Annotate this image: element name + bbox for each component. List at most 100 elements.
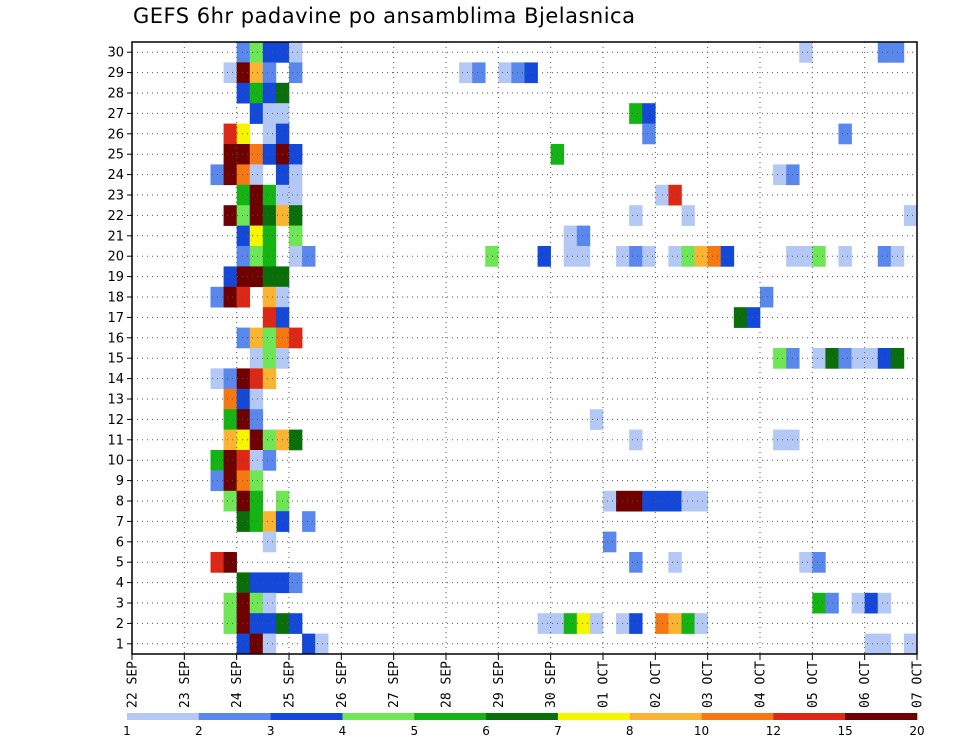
heatmap-cell xyxy=(249,633,264,655)
heatmap-cell xyxy=(249,470,264,492)
heatmap-cell xyxy=(289,184,303,206)
heatmap-cell xyxy=(302,511,316,532)
heatmap-cell xyxy=(223,368,237,390)
heatmap-cell xyxy=(903,205,918,226)
y-tick-label: 4 xyxy=(116,576,124,591)
y-tick-label: 5 xyxy=(116,556,124,571)
y-tick-label: 28 xyxy=(107,87,124,102)
heatmap-cell xyxy=(289,613,303,634)
x-tick-label: 29 SEP xyxy=(492,661,507,708)
heatmap-cell xyxy=(563,225,578,247)
y-tick-label: 16 xyxy=(107,331,124,346)
heatmap-cell xyxy=(236,184,251,206)
colorbar-label: 5 xyxy=(410,724,418,738)
heatmap-cell xyxy=(249,103,264,124)
heatmap-cell xyxy=(236,266,251,288)
heatmap-cell xyxy=(223,62,237,84)
heatmap-cell xyxy=(302,633,316,655)
heatmap-cell xyxy=(668,613,682,634)
heatmap-cell xyxy=(812,592,826,614)
heatmap-cell xyxy=(289,164,303,186)
heatmap-cell xyxy=(642,490,656,512)
heatmap-cell xyxy=(262,511,277,532)
x-tick-label: 07 OCT xyxy=(911,661,926,708)
heatmap-cell xyxy=(733,307,748,328)
heatmap-cell xyxy=(576,613,591,634)
heatmap-cell xyxy=(576,246,591,267)
colorbar-segment xyxy=(629,713,702,720)
heatmap-cell xyxy=(249,490,264,512)
heatmap-cell xyxy=(223,490,237,512)
heatmap-cell xyxy=(864,633,879,655)
heatmap-cell xyxy=(524,62,538,84)
heatmap-cell xyxy=(249,409,264,430)
colorbar-label: 8 xyxy=(626,724,634,738)
heatmap-cell xyxy=(223,388,237,410)
heatmap-cell xyxy=(223,470,237,492)
heatmap-cell xyxy=(249,348,264,369)
y-tick-label: 19 xyxy=(107,270,124,285)
y-tick-label: 1 xyxy=(116,637,124,652)
heatmap-cell xyxy=(223,450,237,471)
heatmap-cell xyxy=(262,368,277,390)
heatmap-cell xyxy=(262,144,277,165)
heatmap-cell xyxy=(799,246,813,267)
heatmap-cell xyxy=(262,62,277,84)
heatmap-cell xyxy=(694,246,708,267)
heatmap-cell xyxy=(236,225,251,247)
heatmap-cell xyxy=(773,348,787,369)
y-tick-label: 14 xyxy=(107,372,124,387)
heatmap-cell xyxy=(799,552,813,573)
heatmap-cell xyxy=(249,592,264,614)
heatmap-cell xyxy=(498,62,512,84)
heatmap-cell xyxy=(262,82,277,104)
heatmap-cell xyxy=(223,123,237,145)
heatmap-cell xyxy=(223,409,237,430)
heatmap-cell xyxy=(236,327,251,349)
heatmap-cell xyxy=(249,388,264,410)
y-tick-label: 26 xyxy=(107,127,124,142)
heatmap-cell xyxy=(262,572,277,594)
heatmap-cell xyxy=(877,246,892,267)
colorbar-label: 12 xyxy=(766,724,781,738)
heatmap-cell xyxy=(812,552,826,573)
heatmap-cell xyxy=(694,613,708,634)
heatmap-cell xyxy=(223,592,237,614)
heatmap-cell xyxy=(262,42,277,63)
x-tick-label: 05 OCT xyxy=(806,661,821,708)
x-tick-label: 26 SEP xyxy=(335,661,350,708)
heatmap-cell xyxy=(838,123,852,145)
heatmap-cell xyxy=(249,184,264,206)
y-tick-label: 29 xyxy=(107,66,124,81)
x-tick-label: 23 SEP xyxy=(178,661,193,708)
y-tick-label: 23 xyxy=(107,189,124,204)
x-tick-label: 30 SEP xyxy=(544,661,559,708)
heatmap-cell xyxy=(249,450,264,471)
heatmap-cell xyxy=(249,246,264,267)
y-tick-label: 11 xyxy=(107,433,124,448)
heatmap-cell xyxy=(249,266,264,288)
heatmap-cell xyxy=(249,429,264,451)
heatmap-cell xyxy=(668,552,682,573)
chart-title: GEFS 6hr padavine po ansamblima Bjelasni… xyxy=(133,4,636,28)
heatmap-cell xyxy=(877,592,892,614)
y-tick-label: 25 xyxy=(107,148,124,163)
heatmap-cell xyxy=(629,490,643,512)
heatmap-cell xyxy=(485,246,499,267)
x-tick-label: 04 OCT xyxy=(754,661,769,708)
heatmap-cell xyxy=(511,62,525,84)
heatmap-cell xyxy=(236,633,251,655)
y-tick-label: 30 xyxy=(107,46,124,61)
colorbar-segment xyxy=(414,713,487,720)
heatmap-cell xyxy=(668,246,682,267)
heatmap-cell xyxy=(236,42,251,63)
y-tick-label: 20 xyxy=(107,250,124,265)
heatmap-cell xyxy=(236,123,251,145)
heatmap-cell xyxy=(262,103,277,124)
heatmap-cell xyxy=(262,327,277,349)
heatmap-cell xyxy=(760,286,774,308)
heatmap-cell xyxy=(603,531,617,553)
colorbar-label: 6 xyxy=(482,724,490,738)
heatmap-cell xyxy=(694,490,708,512)
